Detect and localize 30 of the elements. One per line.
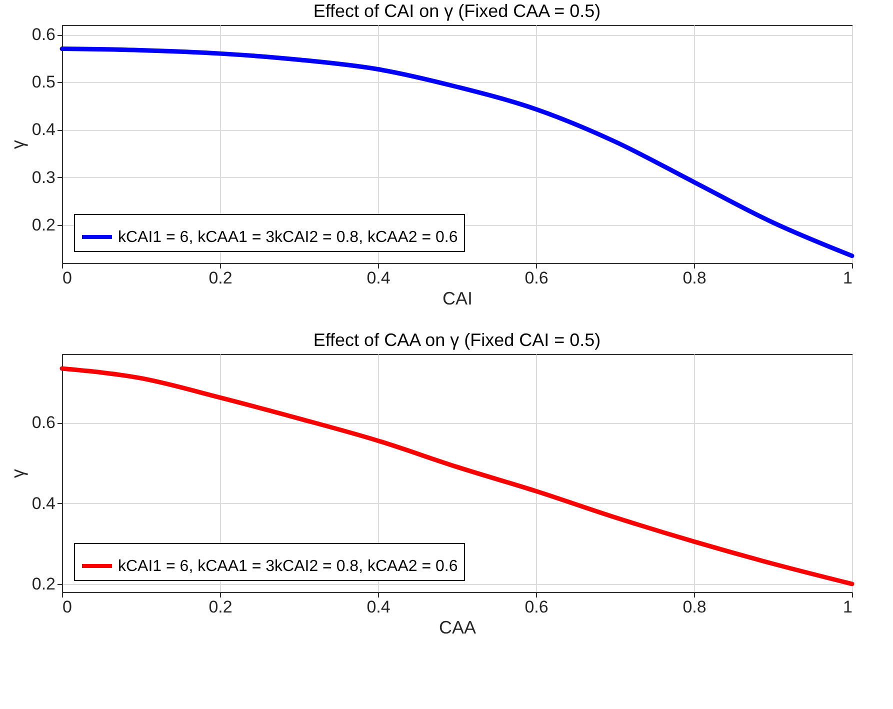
x-tick-label: 0.6	[524, 598, 548, 616]
x-tick-label: 0.8	[682, 598, 706, 616]
y-tick-label: 0.2	[32, 215, 56, 234]
x-tick-label: 0	[62, 268, 72, 288]
y-tick-label: 0.6	[32, 25, 56, 44]
x-tick-label: 0.4	[366, 268, 390, 288]
chart-title: Effect of CAA on γ (Fixed CAI = 0.5)	[313, 330, 601, 350]
y-axis-title: γ	[8, 140, 28, 149]
chart-title: Effect of CAI on γ (Fixed CAA = 0.5)	[313, 1, 601, 21]
x-tick-label: 0	[62, 598, 72, 616]
x-tick-label: 0.4	[366, 598, 390, 616]
y-tick-label: 0.5	[32, 72, 56, 92]
legend-label: kCAI1 = 6, kCAA1 = 3kCAI2 = 0.8, kCAA2 = 0.6	[118, 558, 458, 575]
line-series	[60, 46, 854, 258]
x-tick-label: 0.2	[208, 268, 232, 288]
line-series	[60, 366, 854, 586]
legend-label: kCAI1 = 6, kCAA1 = 3kCAI2 = 0.8, kCAA2 = 0.6	[118, 229, 458, 246]
x-axis-title: CAI	[442, 288, 473, 308]
x-tick-label: 0.2	[208, 598, 232, 616]
x-tick-label: 0.8	[682, 268, 706, 288]
x-tick-label: 0.6	[524, 268, 548, 288]
y-tick-label: 0.6	[32, 413, 56, 432]
y-tick-label: 0.2	[32, 574, 56, 594]
y-tick-label: 0.4	[32, 120, 56, 140]
y-tick-label: 0.4	[32, 494, 56, 513]
x-tick-label: 1	[843, 598, 852, 616]
x-tick-label: 1	[843, 268, 852, 288]
y-axis-title: γ	[8, 469, 28, 478]
x-axis-title: CAA	[438, 618, 476, 638]
y-tick-label: 0.3	[32, 168, 56, 187]
